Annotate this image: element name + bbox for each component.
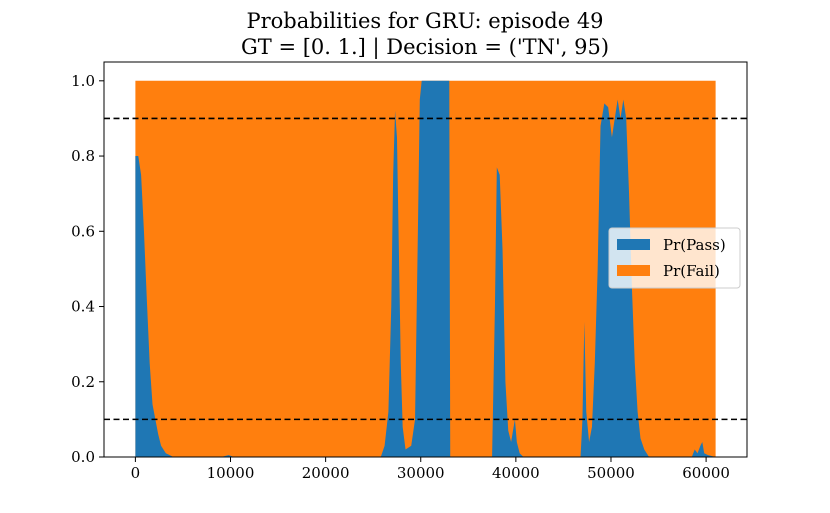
y-tick-label: 0.2 (71, 373, 95, 391)
x-tick-label: 10000 (207, 464, 255, 482)
x-tick-label: 50000 (587, 464, 635, 482)
x-tick-label: 20000 (302, 464, 350, 482)
y-tick-label: 0.4 (71, 298, 95, 316)
pass-area (135, 80, 716, 457)
legend-swatch-fail (617, 265, 650, 276)
plot-area (104, 80, 747, 458)
chart-title-line-1: Probabilities for GRU: episode 49 (246, 9, 603, 33)
y-tick-label: 0.8 (71, 147, 95, 165)
y-tick-label: 1.0 (71, 72, 95, 90)
x-tick-label: 0 (131, 464, 141, 482)
legend: Pr(Pass) Pr(Fail) (608, 227, 741, 289)
x-tick-label: 40000 (492, 464, 540, 482)
y-axis: 0.0 0.2 0.4 0.6 0.8 1.0 (71, 72, 104, 466)
legend-label-pass: Pr(Pass) (663, 236, 726, 254)
y-tick-label: 0.0 (71, 448, 95, 466)
x-tick-label: 30000 (397, 464, 445, 482)
legend-swatch-pass (617, 239, 650, 250)
x-axis: 0 10000 20000 30000 40000 50000 60000 (131, 457, 730, 482)
legend-label-fail: Pr(Fail) (663, 262, 720, 280)
x-tick-label: 60000 (682, 464, 730, 482)
plot-frame (103, 61, 748, 458)
chart-title-line-2: GT = [0. 1.] | Decision = ('TN', 95) (241, 35, 609, 60)
y-tick-label: 0.6 (71, 222, 95, 240)
